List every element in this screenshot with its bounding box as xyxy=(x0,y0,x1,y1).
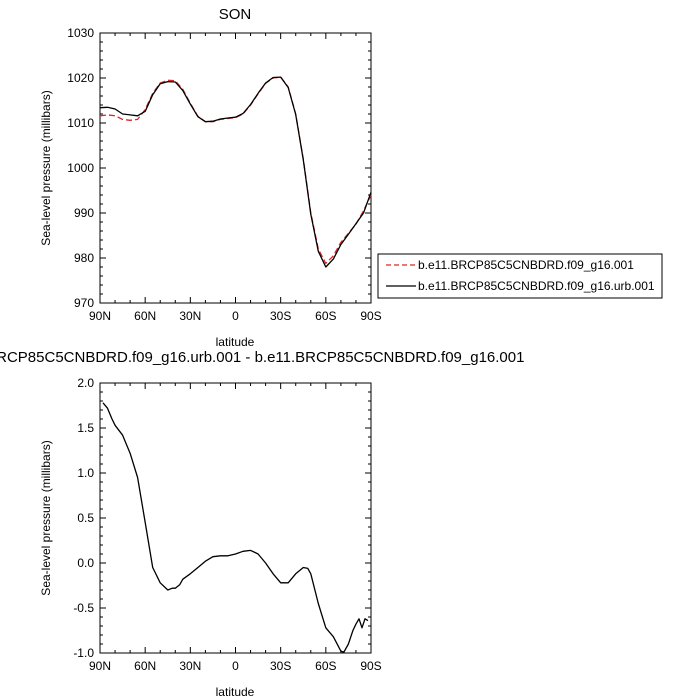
chart-1-x-tick-label: 30S xyxy=(270,309,291,323)
chart-1-y-tick-label: 1030 xyxy=(67,26,94,40)
chart-2-y-tick-label: 1.5 xyxy=(77,421,94,435)
chart-2-x-tick-label: 60N xyxy=(134,659,156,673)
chart-1-y-tick-label: 1010 xyxy=(67,116,94,130)
chart-2-plot-area: 90N 60N 30N 0 30S 60S 90S -1.0 -0.5 0.0 0.5 1.0 1.5 2… xyxy=(73,376,381,673)
chart-2-x-tick-label: 30S xyxy=(270,659,291,673)
chart-1-x-tick-label: 90S xyxy=(360,309,381,323)
chart-1-y-tick-label: 970 xyxy=(74,296,94,310)
chart-2-x-tick-label: 0 xyxy=(232,659,239,673)
chart-1-y-axis-label: Sea-level pressure (millibars) xyxy=(39,90,53,245)
chart-1-y-tick-label: 980 xyxy=(74,251,94,265)
chart-2-y-tick-label: 1.0 xyxy=(77,466,94,480)
chart-2-x-tick-label: 30N xyxy=(179,659,201,673)
legend-label-series-1: b.e11.BRCP85C5CNBDRD.f09_g16.001 xyxy=(418,258,634,272)
chart-1-legend: b.e11.BRCP85C5CNBDRD.f09_g16.001 b.e11.B… xyxy=(377,253,663,299)
chart-1-x-tick-label: 30N xyxy=(179,309,201,323)
chart-2-y-tick-label: 0.0 xyxy=(77,556,94,570)
legend-label-series-2: b.e11.BRCP85C5CNBDRD.f09_g16.urb.001 xyxy=(418,279,655,293)
chart-2-y-tick-label: 2.0 xyxy=(77,376,94,390)
chart-2-series-line-1 xyxy=(102,402,369,653)
chart-1-y-tick-label: 1020 xyxy=(67,71,94,85)
chart-2-y-axis-label: Sea-level pressure (millibars) xyxy=(39,440,53,595)
chart-2-title: b.e11.BRCP85C5CNBDRD.f09_g16.urb.001 - b… xyxy=(0,349,524,366)
chart-2-frame xyxy=(99,382,372,654)
chart-1-x-tick-label: 0 xyxy=(232,309,239,323)
chart-2-x-tick-label: 90N xyxy=(89,659,111,673)
chart-1-series-line-1 xyxy=(99,76,372,265)
chart-1-x-tick-label: 60S xyxy=(315,309,336,323)
chart-2-x-tick-label: 90S xyxy=(360,659,381,673)
chart-2-x-axis-label: latitude xyxy=(216,685,255,699)
chart-1-title: SON xyxy=(219,6,252,23)
chart-1-y-tick-label: 1000 xyxy=(67,161,94,175)
chart-2-y-tick-label: -1.0 xyxy=(73,646,94,660)
chart-1-x-tick-label: 90N xyxy=(89,309,111,323)
chart-2-y-tick-label: 0.5 xyxy=(77,511,94,525)
chart-1-x-axis-label: latitude xyxy=(216,335,255,349)
chart-2-x-tick-label: 60S xyxy=(315,659,336,673)
legend-box xyxy=(377,253,663,299)
chart-1-x-tick-label: 60N xyxy=(134,309,156,323)
chart-1-y-tick-label: 990 xyxy=(74,206,94,220)
chart-1-series-line-2 xyxy=(99,76,372,268)
chart-1-plot-area: 90N 60N 30N 0 30S 60S 90S 970 980 990 1000 1010 1020… xyxy=(67,26,381,323)
chart-2-y-tick-label: -0.5 xyxy=(73,601,94,615)
